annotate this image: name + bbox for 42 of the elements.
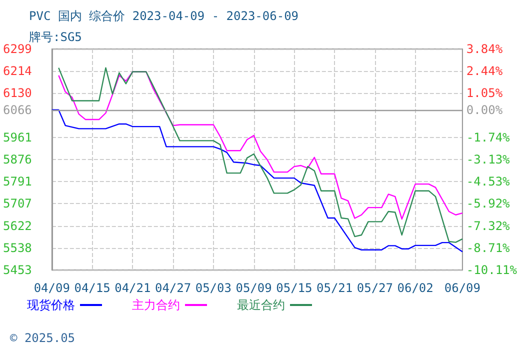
y2-tick-label: 0.00% <box>466 102 504 117</box>
y-tick-label: 5961 <box>2 130 32 144</box>
y-tick-label: 5707 <box>2 196 32 211</box>
y2-tick-label: 2.44% <box>466 64 504 78</box>
legend-label: 最近合约 <box>237 298 285 312</box>
x-tick-label: 06/02 <box>397 281 434 295</box>
text: © 2025.05 <box>10 331 76 345</box>
x-tick-label: 05/21 <box>316 281 353 295</box>
x-tick-label: 04/15 <box>74 281 110 295</box>
x-tick-label: 06/09 <box>444 281 480 295</box>
y-tick-label: 6130 <box>2 86 32 100</box>
line-series <box>58 71 464 220</box>
y2-tick-label: -4.53% <box>466 174 511 189</box>
legend-label: 现货价格 <box>27 298 75 312</box>
x-tick-label: 04/21 <box>114 281 151 295</box>
x-tick-label: 05/03 <box>195 281 232 295</box>
x-tick-label: 05/09 <box>236 281 272 295</box>
y2-tick-label: -1.74% <box>466 130 511 144</box>
y2-tick-label: -7.32% <box>466 218 511 233</box>
x-tick-label: 05/27 <box>356 281 393 295</box>
line-series <box>58 67 464 243</box>
y2-tick-label: -8.71% <box>466 240 511 255</box>
chart-subtitle: 牌号:SG5 <box>29 30 82 44</box>
y-tick-label: 5453 <box>2 263 32 277</box>
x-tick-label: 04/09 <box>34 281 70 295</box>
y-tick-label: 5791 <box>2 174 32 189</box>
x-tick-label: 04/27 <box>154 281 192 295</box>
chart-title: PVC 国内 综合价 2023-04-09 - 2023-06-09 <box>29 9 299 23</box>
y-tick-label: 6299 <box>2 42 32 56</box>
y2-tick-label: -5.92% <box>466 196 511 211</box>
y-tick-label: 5622 <box>2 218 32 233</box>
y2-tick-label: -3.13% <box>466 152 511 166</box>
line-series <box>51 109 464 252</box>
y2-tick-label: 3.84% <box>466 42 504 56</box>
y2-tick-label: 1.05% <box>466 86 504 100</box>
x-tick-label: 05/15 <box>276 281 312 295</box>
legend-label: 主力合约 <box>132 298 180 312</box>
y-tick-label: 6214 <box>2 64 32 78</box>
y2-tick-label: -10.11% <box>466 263 518 277</box>
y-tick-label: 6066 <box>2 102 32 117</box>
y-tick-label: 5876 <box>2 152 32 166</box>
y-tick-label: 5538 <box>2 240 32 255</box>
